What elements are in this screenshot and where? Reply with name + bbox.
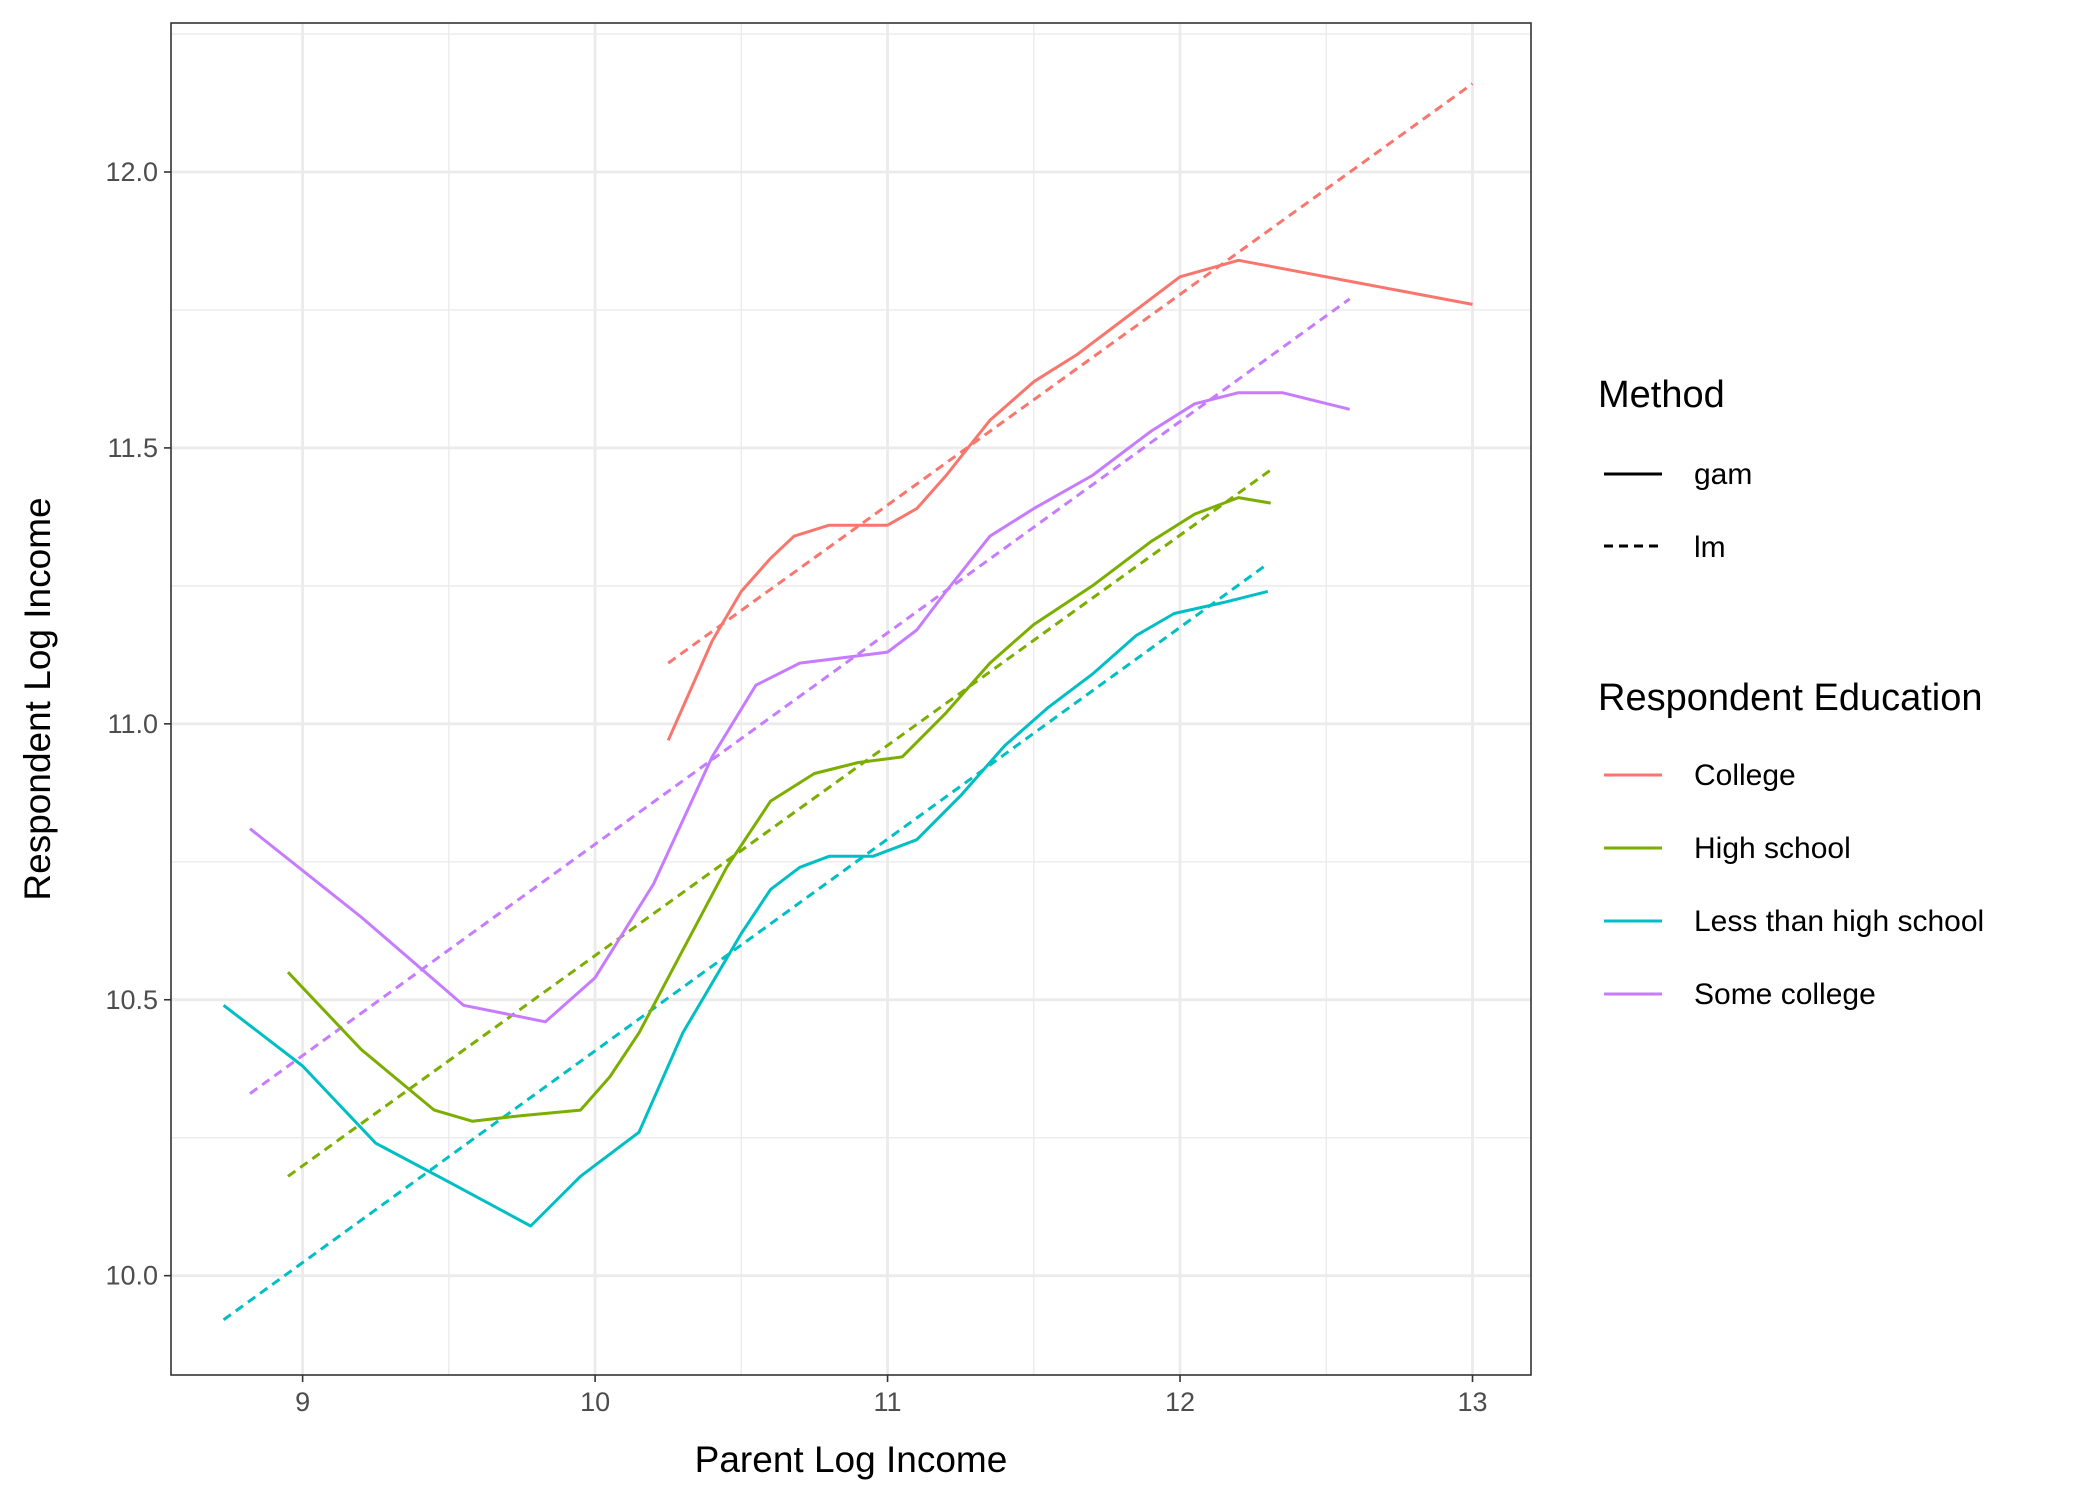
- series-line-some-college-gam: [249, 391, 1351, 1024]
- y-tick-label: 12.0: [105, 157, 158, 187]
- x-axis-title: Parent Log Income: [695, 1439, 1008, 1480]
- y-axis-title: Respondent Log Income: [17, 497, 58, 900]
- y-axis: 10.0 10.5 11.0 11.5 12.0: [105, 157, 171, 1291]
- y-tick-label: 10.0: [105, 1261, 158, 1291]
- y-tick-label: 11.5: [107, 433, 158, 463]
- legend-label-lm: lm: [1694, 531, 1726, 564]
- series-line-college-gam: [666, 258, 1473, 742]
- x-tick-label: 12: [1165, 1387, 1195, 1417]
- legend-label-less-than-high-school: Less than high school: [1694, 905, 1984, 938]
- y-tick-label: 10.5: [105, 985, 158, 1015]
- x-tick-label: 9: [295, 1387, 310, 1417]
- legend-method: Method gam lm: [1598, 374, 1752, 564]
- legend-label-high-school: High school: [1694, 832, 1851, 865]
- legend-education-title: Respondent Education: [1598, 677, 1983, 719]
- y-tick-label: 11.0: [107, 709, 158, 739]
- x-tick-label: 13: [1457, 1387, 1487, 1417]
- panel-background: [171, 23, 1531, 1375]
- x-axis: 9 10 11 12 13: [295, 1375, 1488, 1417]
- series-layer: [222, 82, 1474, 1322]
- grid-minor: [171, 23, 1531, 1375]
- series-line-some-college-lm: [249, 297, 1351, 1095]
- legend-label-some-college: Some college: [1694, 978, 1876, 1011]
- legend-method-title: Method: [1598, 374, 1725, 416]
- legend-label-college: College: [1694, 759, 1796, 792]
- legend-education: Respondent Education College High school…: [1598, 677, 1984, 1011]
- series-line-less-than-high-school-lm: [222, 562, 1269, 1322]
- x-tick-label: 10: [580, 1387, 610, 1417]
- series-line-high-school-gam: [286, 496, 1271, 1123]
- panel-border: [170, 22, 1532, 1376]
- series-line-high-school-lm: [287, 468, 1272, 1178]
- grid-major: [171, 23, 1531, 1375]
- legend-label-gam: gam: [1694, 458, 1752, 491]
- x-tick-label: 11: [874, 1387, 902, 1417]
- series-line-less-than-high-school-gam: [222, 589, 1269, 1228]
- series-line-college-lm: [667, 82, 1474, 665]
